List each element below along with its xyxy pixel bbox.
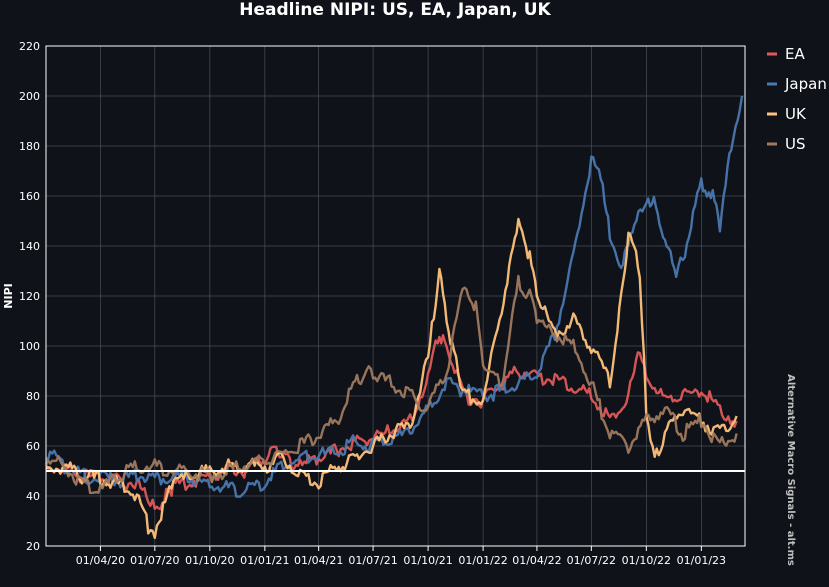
y-tick-label: 220 [19, 40, 40, 53]
y-tick-label: 20 [26, 540, 40, 553]
plot-area [44, 95, 745, 540]
x-tick-label: 01/01/23 [677, 554, 726, 567]
legend-item-uk[interactable]: UK [767, 105, 807, 123]
legend-item-us[interactable]: US [767, 135, 806, 153]
source-note: Alternative Macro Signals - alt.ms [785, 374, 796, 566]
y-tick-label: 180 [19, 140, 40, 153]
x-tick-label: 01/04/22 [512, 554, 561, 567]
y-tick-label: 160 [19, 190, 40, 203]
x-tick-label: 01/07/20 [130, 554, 179, 567]
y-tick-label: 120 [19, 290, 40, 303]
x-tick-label: 01/01/22 [458, 554, 507, 567]
y-tick-label: 80 [26, 390, 40, 403]
axes: 20 40 60 80 100 120 140 160 180 200 220 01/04/20 01/… [19, 40, 746, 567]
x-tick-label: 01/07/22 [567, 554, 616, 567]
legend-item-japan[interactable]: Japan [767, 75, 827, 93]
y-tick-label: 140 [19, 240, 40, 253]
legend-label: US [785, 135, 806, 153]
y-tick-label: 60 [26, 440, 40, 453]
legend-label: Japan [784, 75, 827, 93]
x-tick-label: 01/01/21 [240, 554, 289, 567]
plot-frame [45, 45, 746, 547]
y-tick-label: 100 [19, 340, 40, 353]
x-tick-label: 01/10/22 [622, 554, 671, 567]
x-tick-label: 01/07/21 [348, 554, 397, 567]
legend[interactable]: EA Japan UK US [767, 45, 827, 153]
series-line-japan [45, 95, 744, 498]
series-line-uk [45, 217, 738, 540]
y-axis-label: NIPI [2, 283, 15, 308]
chart-title: Headline NIPI: US, EA, Japan, UK [239, 0, 551, 20]
x-tick-label: 01/04/20 [76, 554, 125, 567]
x-tick-label: 01/10/20 [185, 554, 234, 567]
x-tick-label: 01/04/21 [294, 554, 343, 567]
legend-label: EA [785, 45, 805, 63]
y-tick-label: 200 [19, 90, 40, 103]
x-tick-label: 01/10/21 [403, 554, 452, 567]
legend-item-ea[interactable]: EA [767, 45, 805, 63]
series-line-ea [44, 334, 738, 511]
series-line-us [44, 274, 738, 495]
y-tick-label: 40 [26, 490, 40, 503]
legend-label: UK [785, 105, 807, 123]
